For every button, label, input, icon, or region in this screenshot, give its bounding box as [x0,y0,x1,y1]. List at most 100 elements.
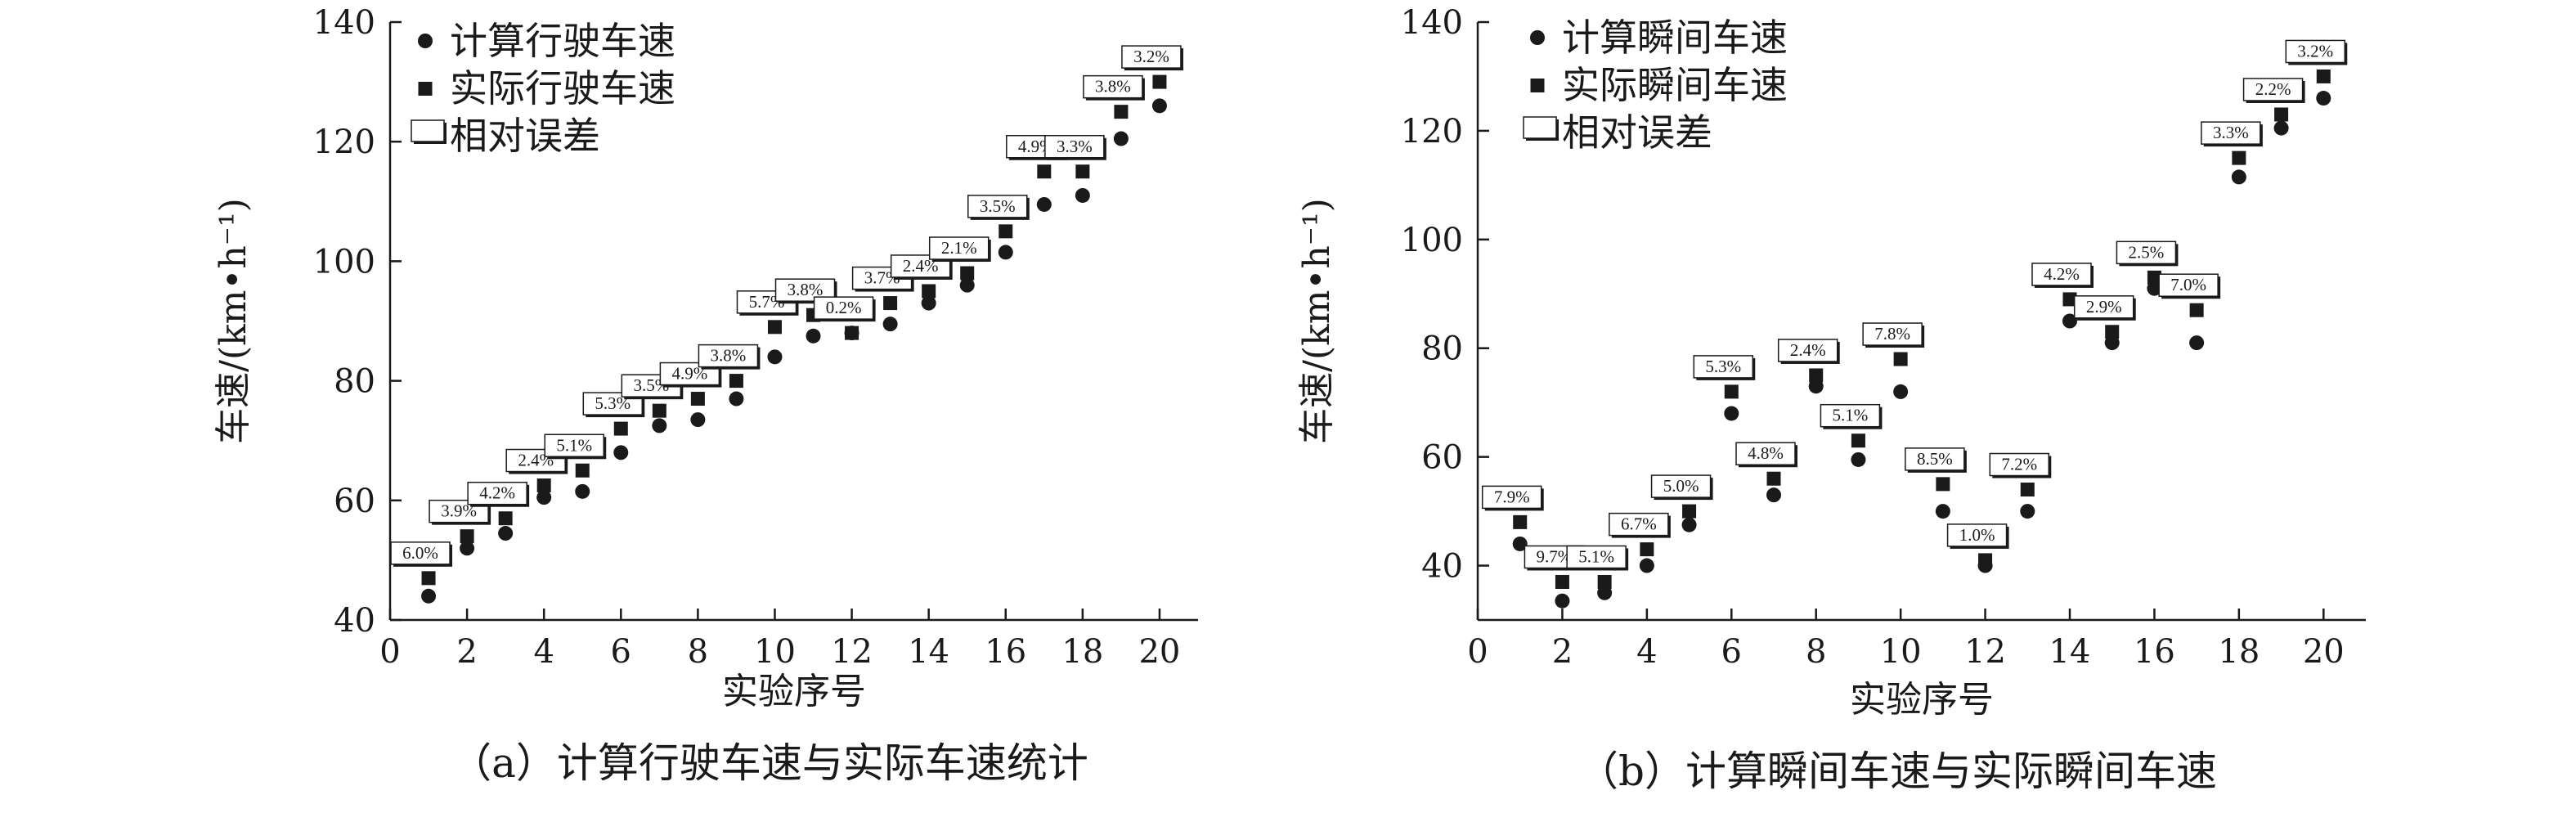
panel-b-actual-point [1809,368,1824,383]
panel-a-error-label: 6.0% [402,543,438,563]
panel-a-calc-point [959,277,975,293]
panel-b-legend-error-label: 相对误差 [1562,110,1712,155]
panel-a-actual-point [1114,105,1129,119]
panel-a-error-label: 3.8% [1095,77,1131,97]
panel-b-error-label-box [1609,512,1669,537]
panel-b-error-label-box [1481,485,1542,510]
panel-a-actual-point [767,320,782,335]
panel-a-legend-calc-label: 计算行驶车速 [450,19,675,63]
panel-a-x-tick-label: 4 [533,633,554,671]
panel-b-legend-box-marker [1523,116,1557,139]
panel-b-legend-circle-marker [1530,30,1545,45]
panel-a-actual-point [690,392,705,407]
panel-b-actual-point [1682,504,1697,519]
panel-b-legend-square-marker [1530,79,1545,92]
panel-a-legend-error-label: 相对误差 [450,114,600,158]
panel-b-actual-point [1936,477,1950,492]
panel-a-calc-point [767,349,783,365]
panel-b-actual-point [1555,574,1569,589]
panel-b-y-tick-label: 140 [1401,4,1463,42]
panel-b-calc-point [2189,335,2205,351]
panel-b-error-label-box [1693,355,1754,379]
panel-b-x-tick-label: 14 [2049,633,2091,671]
panel-a-x-tick-label: 14 [908,633,949,671]
panel-a-actual-point [460,529,474,544]
panel-b-actual-point [2147,270,2161,285]
panel-b-x-tick-label: 12 [1964,633,2006,671]
panel-a-y-tick-label: 40 [334,602,375,640]
panel-b-actual-point [2062,292,2077,307]
panel-b-x-axis-title: 实验序号 [1850,679,1994,721]
panel-b-calc-point [2020,504,2035,519]
panel-a-calc-point [460,541,475,556]
panel-b-error-label-box [2073,295,2134,319]
panel-a-calc-point [1151,98,1167,114]
panel-b-calc-point [2104,335,2120,351]
panel-b-error-label: 7.2% [2001,455,2037,474]
panel-a-error-label-box [890,254,951,278]
panel-b-actual-point [1724,384,1739,399]
panel-a-calc-point [652,418,667,433]
panel-a-x-tick-label: 12 [831,633,873,671]
panel-a-error-label-box [544,433,604,457]
panel-a-calc-point [1036,196,1052,212]
panel-b-calc-point [1597,585,1613,600]
panel-b-x-tick-label: 20 [2303,633,2345,671]
panel-b-error-label: 7.8% [1874,324,1910,344]
panel-b-calc-point [2062,313,2077,329]
panel-b-error-label: 4.8% [1748,443,1784,463]
panel-a-x-tick-label: 18 [1061,633,1103,671]
panel-a-x-tick-label: 20 [1138,633,1180,671]
panel-a-x-tick-label: 16 [985,633,1026,671]
panel-a-error-label-box [390,541,451,565]
panel-a-actual-point [613,421,628,436]
panel-b-error-label: 2.2% [2255,79,2291,99]
panel-a-actual-point [845,326,859,340]
panel-b-actual-point [2316,69,2331,83]
panel-a-error-label: 3.8% [788,280,824,299]
panel-b-y-tick-label: 100 [1401,222,1463,259]
panel-b-error-label: 1.0% [1959,525,1995,545]
panel-b-actual-point [1766,471,1781,486]
panel-a-calc-point [536,490,552,505]
panel-b-error-label-box [1777,339,1838,362]
panel-b-error-label-box [2201,121,2261,145]
panel-a-calc-point [1113,131,1129,146]
panel-b-x-tick-label: 0 [1467,633,1488,671]
panel-a-calc-point [806,328,821,344]
panel-b-y-tick-label: 80 [1421,330,1463,368]
panel-b-y-tick-label: 60 [1421,439,1463,477]
panel-a-actual-point [999,224,1013,239]
panel-a-actual-point [421,571,436,586]
panel-a-x-tick-label: 10 [754,633,796,671]
panel-b-calc-point [1681,517,1697,532]
panel-b-error-label: 8.5% [1917,449,1953,469]
panel-a-legend-actual-label: 实际行驶车速 [450,66,675,110]
panel-b-error-label-box [2031,263,2092,286]
panel-b-calc-point [1851,451,1866,467]
panel-b-error-label-box [2285,39,2346,64]
panel-b-x-tick-label: 10 [1880,633,1922,671]
panel-b-x-tick-label: 18 [2218,633,2260,671]
panel-b-actual-point [2020,483,2035,497]
panel-a-actual-point [1037,164,1052,179]
panel-a-actual-point [1152,74,1167,89]
panel-a-actual-point [536,478,551,493]
panel-a-x-axis-title: 实验序号 [722,671,866,712]
panel-b-calc-point [1893,384,1909,399]
panel-b-actual-point [2189,303,2204,317]
panel-a-legend-circle-marker [418,34,433,48]
panel-b-actual-point [1851,433,1865,448]
panel-b-error-label-box [1946,523,2008,547]
panel-b-legend-calc-label: 计算瞬间车速 [1562,16,1788,60]
panel-b-actual-point [1640,542,1654,557]
panel-b-calc-point [1766,487,1781,503]
panel-b-actual-point [1893,352,1908,366]
panel-a-error-label: 0.2% [826,298,862,317]
panel-b-error-label: 2.9% [2086,297,2122,317]
panel-a-calc-point [998,245,1013,260]
panel-a-actual-point [652,403,666,418]
panel-b-error-label: 7.9% [1494,487,1530,506]
